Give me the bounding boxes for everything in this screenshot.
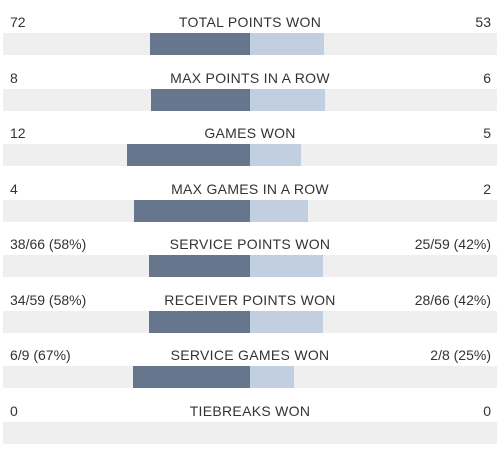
left-player-value: 34/59 (58%) bbox=[10, 292, 87, 308]
stat-row-total-points-won: 72 TOTAL POINTS WON 53 bbox=[0, 12, 503, 68]
left-player-bar bbox=[149, 255, 250, 277]
comparison-bar-track bbox=[3, 366, 497, 388]
comparison-bar-track bbox=[3, 255, 497, 277]
stat-label-line: 6/9 (67%) SERVICE GAMES WON 2/8 (25%) bbox=[0, 345, 503, 365]
stat-row-service-points-won: 38/66 (58%) SERVICE POINTS WON 25/59 (42… bbox=[0, 234, 503, 290]
left-player-bar bbox=[127, 144, 250, 166]
left-player-value: 12 bbox=[10, 125, 26, 141]
stat-label-line: 4 MAX GAMES IN A ROW 2 bbox=[0, 179, 503, 199]
stat-row-max-games-in-a-row: 4 MAX GAMES IN A ROW 2 bbox=[0, 179, 503, 235]
right-player-value: 0 bbox=[483, 403, 491, 419]
right-player-value: 5 bbox=[483, 125, 491, 141]
stat-title: MAX GAMES IN A ROW bbox=[171, 181, 329, 197]
stat-title: SERVICE GAMES WON bbox=[170, 347, 330, 363]
stat-title: TIEBREAKS WON bbox=[189, 403, 311, 419]
right-player-value: 6 bbox=[483, 70, 491, 86]
right-player-value: 2 bbox=[483, 181, 491, 197]
stat-row-service-games-won: 6/9 (67%) SERVICE GAMES WON 2/8 (25%) bbox=[0, 345, 503, 401]
comparison-bar-track bbox=[3, 89, 497, 111]
right-player-bar bbox=[250, 200, 308, 222]
left-player-value: 72 bbox=[10, 14, 26, 30]
right-player-bar bbox=[250, 144, 301, 166]
stat-title: RECEIVER POINTS WON bbox=[164, 292, 336, 308]
comparison-bar-track bbox=[3, 144, 497, 166]
stat-label-line: 8 MAX POINTS IN A ROW 6 bbox=[0, 68, 503, 88]
stat-title: MAX POINTS IN A ROW bbox=[170, 70, 330, 86]
left-player-value: 38/66 (58%) bbox=[10, 236, 87, 252]
right-player-value: 53 bbox=[475, 14, 491, 30]
right-player-bar bbox=[250, 89, 325, 111]
right-player-bar bbox=[250, 311, 323, 333]
right-player-value: 2/8 (25%) bbox=[430, 347, 491, 363]
stat-label-line: 0 TIEBREAKS WON 0 bbox=[0, 401, 503, 421]
stat-title: SERVICE POINTS WON bbox=[169, 236, 331, 252]
stat-label-line: 12 GAMES WON 5 bbox=[0, 123, 503, 143]
comparison-bar-track bbox=[3, 33, 497, 55]
comparison-bar-track bbox=[3, 422, 497, 444]
left-player-bar bbox=[133, 366, 250, 388]
stat-label-line: 72 TOTAL POINTS WON 53 bbox=[0, 12, 503, 32]
left-player-bar bbox=[134, 200, 250, 222]
right-player-bar bbox=[250, 255, 323, 277]
right-player-value: 25/59 (42%) bbox=[414, 236, 491, 252]
right-player-value: 28/66 (42%) bbox=[414, 292, 491, 308]
stat-row-tiebreaks-won: 0 TIEBREAKS WON 0 bbox=[0, 401, 503, 457]
left-player-bar bbox=[151, 89, 250, 111]
stat-title: TOTAL POINTS WON bbox=[178, 14, 322, 30]
comparison-bar-track bbox=[3, 200, 497, 222]
stat-row-max-points-in-a-row: 8 MAX POINTS IN A ROW 6 bbox=[0, 68, 503, 124]
stat-label-line: 34/59 (58%) RECEIVER POINTS WON 28/66 (4… bbox=[0, 290, 503, 310]
stat-label-line: 38/66 (58%) SERVICE POINTS WON 25/59 (42… bbox=[0, 234, 503, 254]
left-player-bar bbox=[149, 311, 250, 333]
left-player-value: 8 bbox=[10, 70, 18, 86]
right-player-bar bbox=[250, 33, 324, 55]
right-player-bar bbox=[250, 366, 294, 388]
stat-title: GAMES WON bbox=[204, 125, 296, 141]
stat-row-receiver-points-won: 34/59 (58%) RECEIVER POINTS WON 28/66 (4… bbox=[0, 290, 503, 346]
left-player-value: 6/9 (67%) bbox=[10, 347, 71, 363]
comparison-bar-track bbox=[3, 311, 497, 333]
left-player-value: 4 bbox=[10, 181, 18, 197]
left-player-bar bbox=[150, 33, 250, 55]
left-player-value: 0 bbox=[10, 403, 18, 419]
stat-row-games-won: 12 GAMES WON 5 bbox=[0, 123, 503, 179]
